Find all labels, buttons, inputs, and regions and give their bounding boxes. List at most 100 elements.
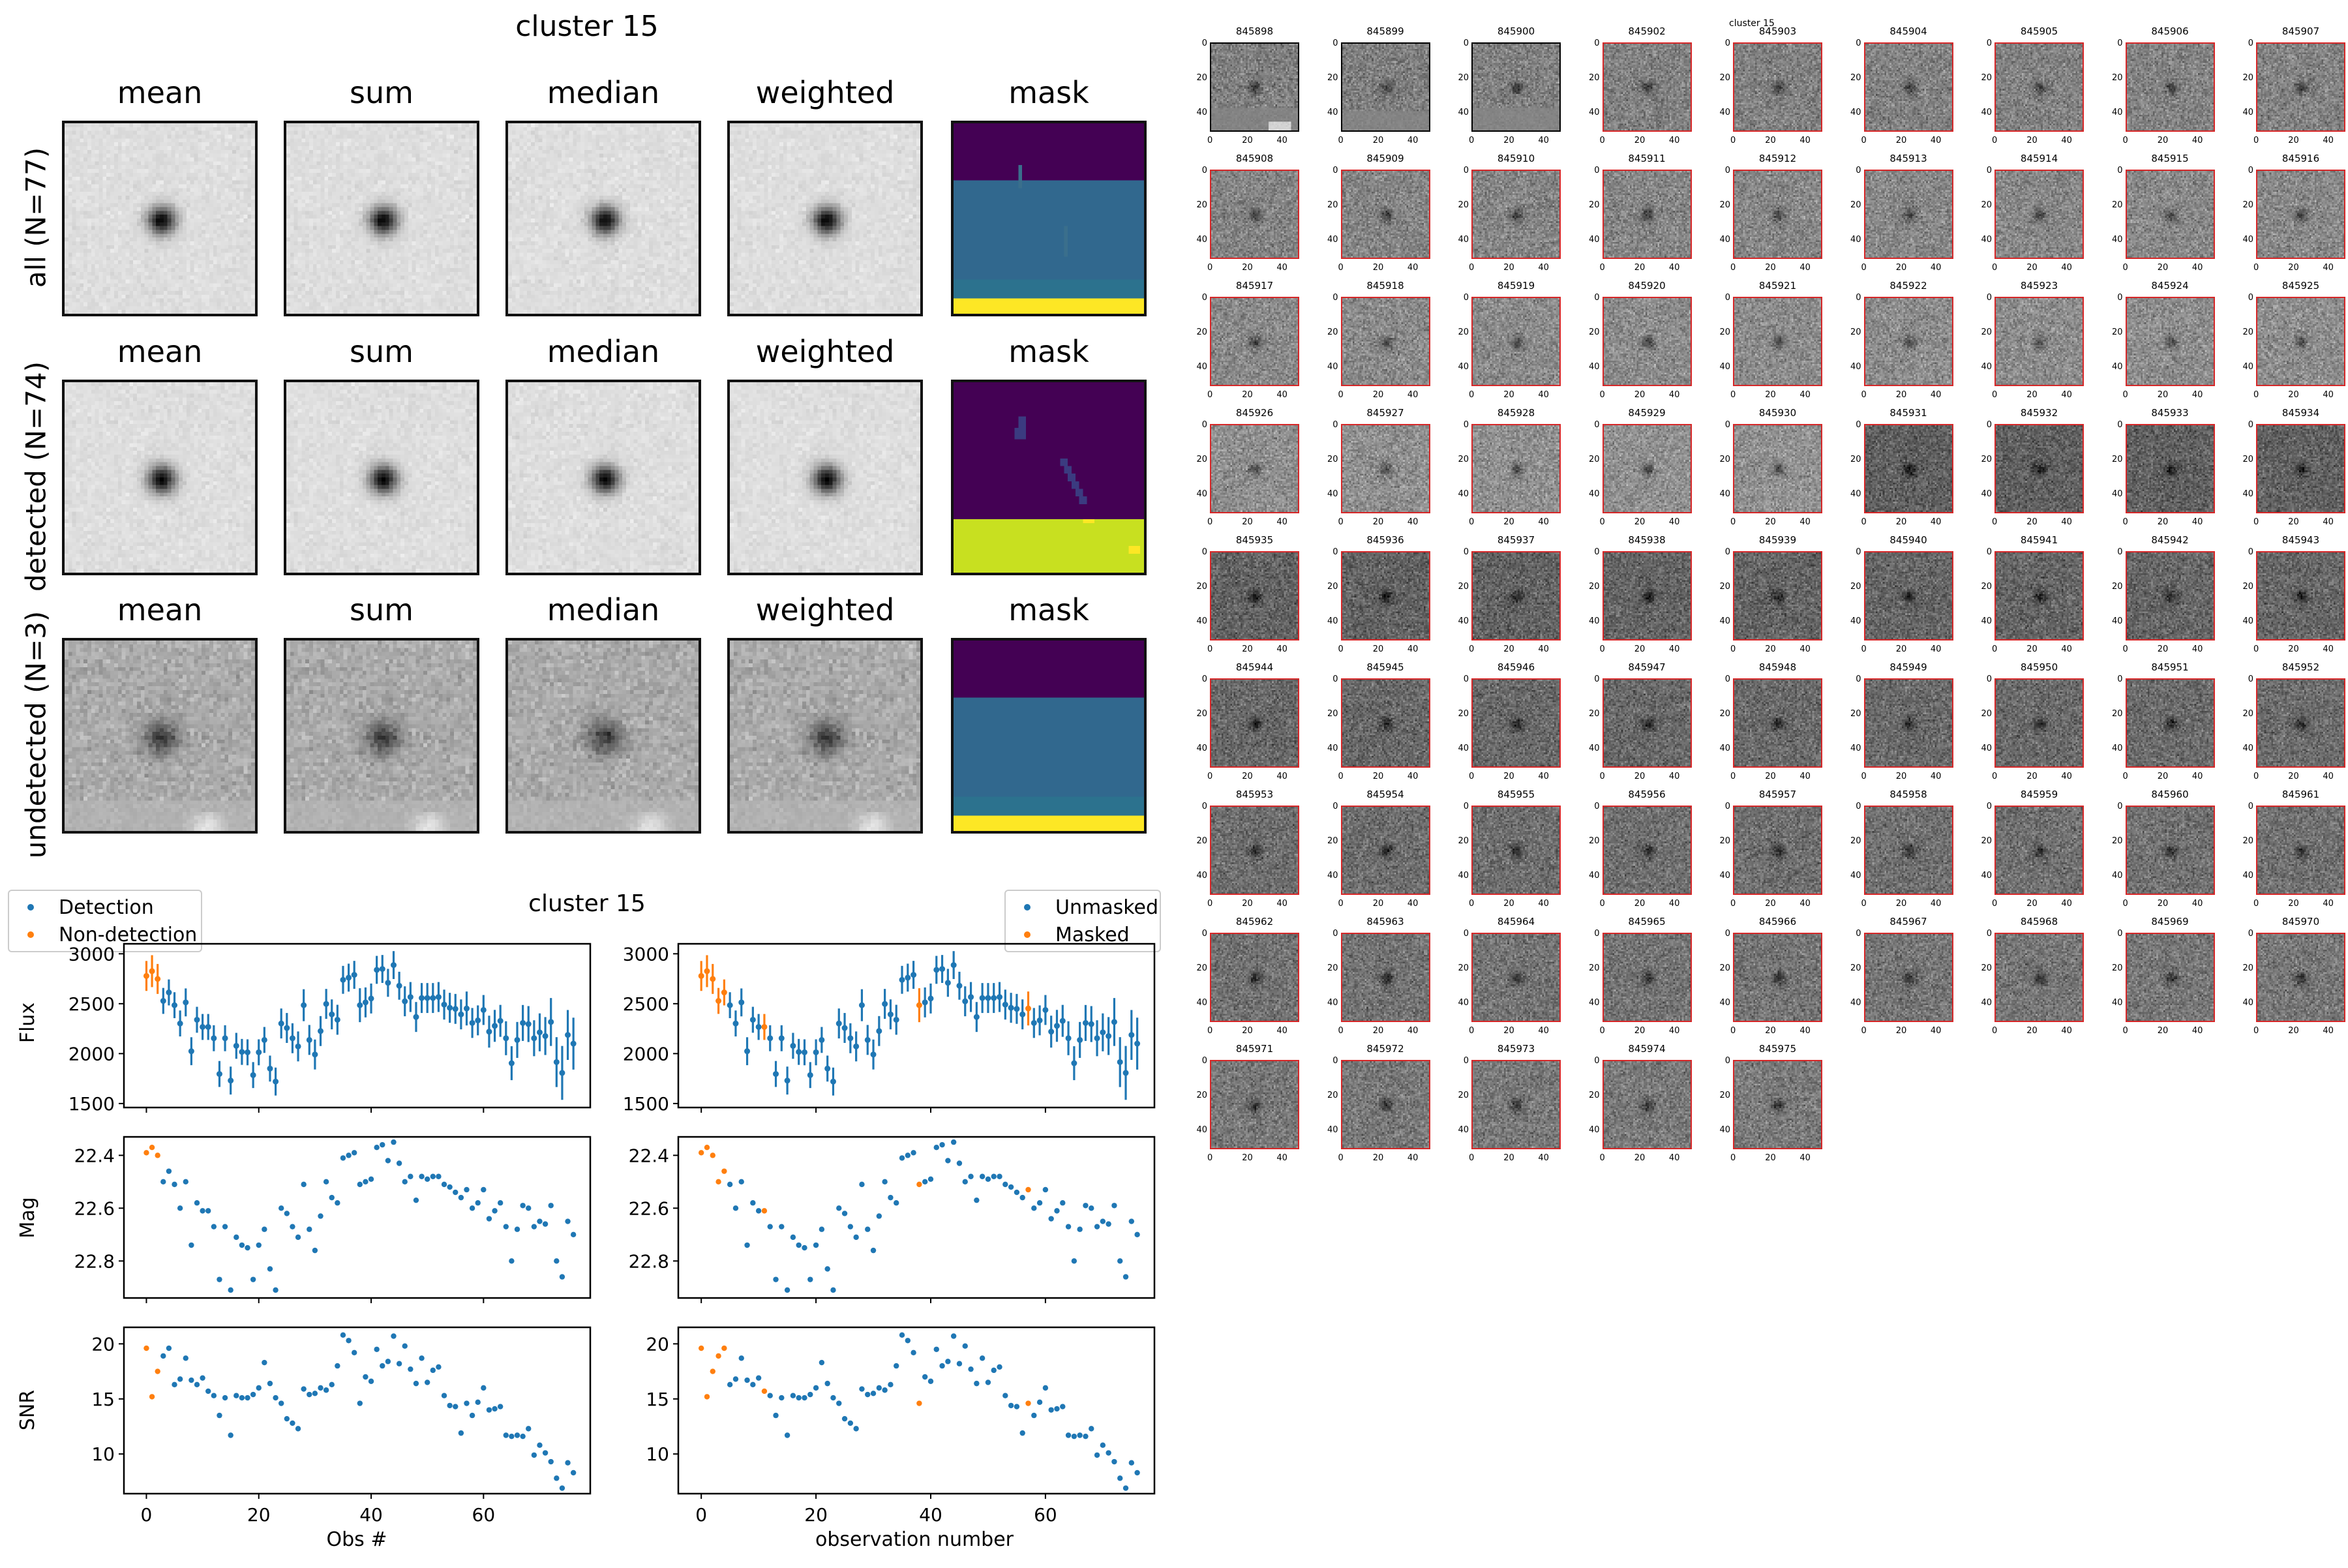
cutout-id: 845911 — [1628, 153, 1666, 164]
cutout-x-tick: 0 — [1992, 390, 1998, 400]
y-tick-label: 15 — [91, 1389, 115, 1410]
cutout: 845917 0 0 20 20 40 40 — [1184, 280, 1306, 408]
flux-point — [273, 1078, 279, 1085]
cutout-image — [1994, 42, 2084, 132]
cutout-y-tick: 40 — [1327, 616, 1338, 627]
cutout-x-tick: 40 — [1799, 517, 1811, 527]
mag-point — [1083, 1203, 1089, 1209]
y-tick-label: 3000 — [623, 943, 669, 965]
cutout-y-tick: 20 — [2111, 963, 2123, 974]
cutout-x-tick: 20 — [2026, 772, 2038, 781]
xlabel-left: Obs # — [327, 1528, 387, 1551]
mag-point — [188, 1242, 194, 1248]
snr-point — [704, 1394, 710, 1400]
legend-mask: Unmasked Masked — [1004, 890, 1161, 952]
cutout-x-tick: 40 — [1407, 517, 1419, 527]
y-tick-label: 2500 — [623, 993, 669, 1015]
mag-point — [233, 1234, 239, 1241]
flux-point — [486, 1029, 492, 1035]
cutout-y-tick: 0 — [1594, 1056, 1600, 1066]
cutout-x-tick: 40 — [1276, 899, 1287, 909]
cutout-y-tick: 40 — [1327, 235, 1338, 245]
cutout-x-tick: 0 — [2253, 899, 2259, 909]
cutout-image — [1340, 806, 1430, 895]
snr-point — [732, 1376, 739, 1382]
snr-point — [497, 1404, 504, 1410]
cutout-y-tick: 20 — [2242, 963, 2253, 974]
snr-point — [166, 1345, 172, 1351]
cutout-y-tick: 20 — [2242, 455, 2253, 465]
cutout-y-tick: 0 — [1463, 674, 1469, 684]
mag-point — [424, 1176, 430, 1182]
flux-point — [284, 1025, 290, 1031]
y-tick-label: 2000 — [68, 1043, 115, 1064]
snr-point — [323, 1387, 329, 1393]
cutout-x-tick: 0 — [1861, 1026, 1867, 1036]
cutout-y-tick: 40 — [2242, 489, 2253, 500]
cutout-id: 845940 — [1889, 534, 1927, 546]
cutout-canvas — [2257, 44, 2344, 130]
cutout-x-tick: 40 — [1276, 263, 1287, 273]
stacked-image-weighted — [727, 380, 923, 575]
cutout-x-tick: 20 — [1895, 263, 1907, 273]
cutout-y-tick: 0 — [1724, 420, 1730, 430]
flux-point — [1048, 1029, 1055, 1035]
cutout: 845954 0 0 20 20 40 40 — [1315, 789, 1437, 917]
snr-point — [374, 1346, 380, 1352]
mag-point — [750, 1200, 756, 1206]
cutout-y-tick: 40 — [1327, 1125, 1338, 1136]
cutout-x-tick: 0 — [1599, 390, 1605, 400]
cutout-y-tick: 20 — [1458, 582, 1469, 592]
cutout-x-tick: 0 — [1469, 1153, 1475, 1163]
flux-point — [985, 995, 991, 1001]
mag-point — [1111, 1203, 1117, 1209]
cutout-canvas — [1603, 552, 1691, 639]
snr-point — [876, 1385, 882, 1391]
snr-point — [1036, 1399, 1043, 1406]
mag-point — [819, 1226, 825, 1232]
snr-point — [859, 1386, 865, 1392]
cutout-id: 845941 — [2020, 534, 2058, 546]
mag-point — [222, 1224, 228, 1229]
y-tick-label: 1500 — [68, 1093, 115, 1115]
cutout-x-tick: 20 — [1372, 1153, 1384, 1163]
cutout-y-tick: 40 — [1719, 1125, 1730, 1136]
cutout-x-tick: 40 — [2061, 772, 2072, 781]
stacked-image-weighted — [727, 638, 923, 834]
cutout-image — [1602, 170, 1692, 259]
flux-point — [1128, 1032, 1135, 1038]
mag-point — [554, 1258, 560, 1264]
cutout-canvas — [1734, 807, 1821, 894]
cutout-image — [1602, 933, 1692, 1022]
cutout-x-tick: 0 — [1992, 899, 1998, 909]
mag-point — [250, 1276, 256, 1282]
mag-point — [1128, 1218, 1135, 1224]
image-canvas — [65, 123, 255, 314]
cutout-image — [2256, 551, 2345, 641]
flux-point — [732, 1020, 739, 1027]
flux-point — [899, 976, 905, 983]
cutout-y-tick: 20 — [1719, 455, 1730, 465]
cutout-y-tick: 0 — [2117, 293, 2123, 303]
cutout-image — [1863, 170, 1953, 259]
cutout-y-tick: 0 — [2117, 929, 2123, 939]
image-canvas — [954, 382, 1144, 573]
mag-point — [374, 1144, 380, 1151]
cutout-id: 845962 — [1235, 916, 1274, 927]
legend-entry-non-detection: Non-detection — [9, 921, 201, 948]
cutout-x-tick: 40 — [1407, 390, 1419, 400]
cutout-id: 845932 — [2020, 407, 2058, 419]
mag-point — [228, 1287, 233, 1293]
snr-point — [1031, 1412, 1037, 1419]
cutout-y-tick: 40 — [1588, 1125, 1600, 1136]
snr-point — [441, 1393, 447, 1398]
y-tick-label: 10 — [646, 1443, 669, 1465]
cutout-y-tick: 40 — [1981, 489, 1992, 500]
cutout-x-tick: 40 — [1407, 1026, 1419, 1036]
cutout-id: 845907 — [2281, 25, 2320, 37]
snr-point — [755, 1375, 762, 1381]
cutout-x-tick: 20 — [2288, 136, 2299, 145]
cutout-x-tick: 40 — [1799, 136, 1811, 145]
snr-point — [847, 1420, 854, 1426]
cutout-x-tick: 20 — [1242, 517, 1253, 527]
